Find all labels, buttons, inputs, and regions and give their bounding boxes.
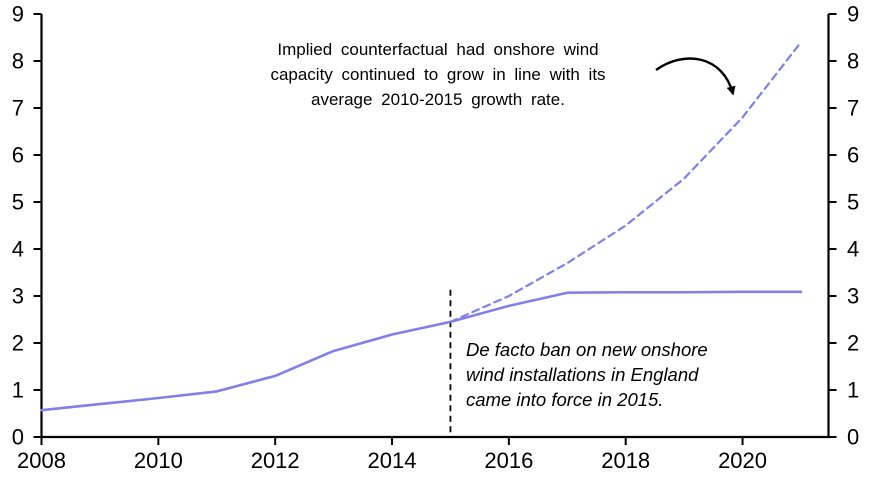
y-tick-label-left: 7 bbox=[12, 96, 24, 121]
y-tick-label-left: 0 bbox=[12, 425, 24, 450]
y-tick-label-right: 8 bbox=[847, 49, 859, 74]
y-tick-label-right: 3 bbox=[847, 284, 859, 309]
y-tick-label-left: 2 bbox=[12, 331, 24, 356]
x-tick-label: 2008 bbox=[17, 448, 66, 473]
counterfactual-annotation: Implied counterfactual had onshore wind … bbox=[270, 40, 606, 109]
y-tick-label-left: 4 bbox=[12, 237, 24, 262]
y-tick-label-left: 5 bbox=[12, 190, 24, 215]
x-tick-label: 2012 bbox=[251, 448, 300, 473]
x-tick-label: 2020 bbox=[718, 448, 767, 473]
y-tick-label-left: 8 bbox=[12, 49, 24, 74]
x-tick-label: 2014 bbox=[368, 448, 417, 473]
axes: 0 0 1 1 2 2 3 3 4 4 5 5 6 6 7 7 8 8 9 9 2008 2010 2012 2014 2016… bbox=[12, 2, 860, 474]
y-tick-label-right: 2 bbox=[847, 331, 859, 356]
y-tick-label-left: 1 bbox=[12, 378, 24, 403]
annotation-arrow-icon bbox=[655, 57, 736, 96]
y-tick-label-right: 7 bbox=[847, 96, 859, 121]
ban-annotation: De facto ban on new onshore wind install… bbox=[466, 339, 708, 410]
series-line-actual-onshore-wind-capacity bbox=[40, 290, 803, 412]
series-line-implied-counterfactual bbox=[449, 41, 803, 323]
y-tick-label-left: 3 bbox=[12, 284, 24, 309]
y-tick-label-right: 1 bbox=[847, 378, 859, 403]
y-tick-label-left: 6 bbox=[12, 143, 24, 168]
y-tick-label-left: 9 bbox=[12, 2, 24, 27]
y-tick-label-right: 5 bbox=[847, 190, 859, 215]
y-tick-label-right: 6 bbox=[847, 143, 859, 168]
y-tick-label-right: 9 bbox=[847, 2, 859, 27]
x-tick-label: 2016 bbox=[484, 448, 533, 473]
series-lines bbox=[40, 41, 803, 412]
x-tick-label: 2010 bbox=[134, 448, 183, 473]
y-tick-label-right: 4 bbox=[847, 237, 859, 262]
x-tick-label: 2018 bbox=[601, 448, 650, 473]
y-tick-label-right: 0 bbox=[847, 425, 859, 450]
